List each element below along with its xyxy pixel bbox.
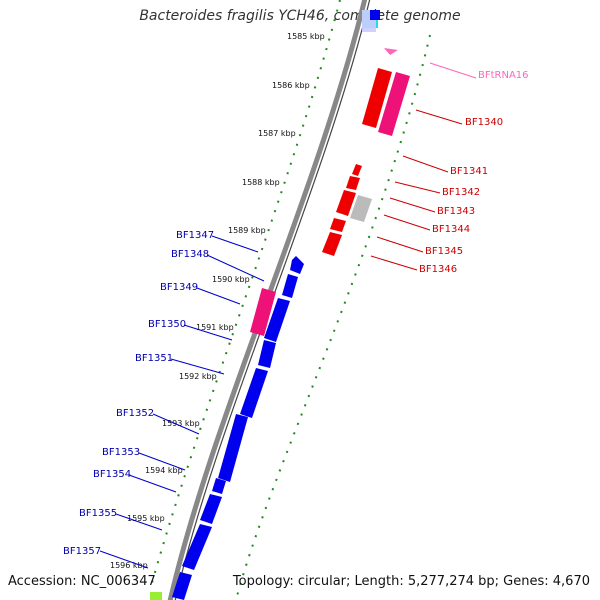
kbp-tick-label: 1595 kbp [127, 514, 165, 523]
gene-label: BF1347 [176, 230, 214, 241]
genome-summary-text: Topology: circular; Length: 5,277,274 bp… [232, 574, 590, 589]
gene-label: BF1355 [79, 508, 117, 519]
inner-dotted-track [149, 0, 341, 591]
gene-label: BF1341 [450, 166, 488, 177]
gene-bf1345 [330, 218, 346, 232]
gene-label: BF1346 [419, 264, 457, 275]
kbp-tick-label: 1592 kbp [179, 372, 217, 381]
gene-bf1350 [258, 340, 276, 368]
kbp-tick-label: 1593 kbp [162, 419, 200, 428]
kbp-tick-label: 1589 kbp [228, 226, 266, 235]
leader-line [183, 324, 233, 341]
gene-bf1340-a [362, 68, 392, 128]
gene-bf1354 [200, 494, 222, 524]
leader-line [128, 474, 177, 493]
gene-label: BF1342 [442, 187, 480, 198]
gene-label: BF1340 [465, 117, 503, 128]
gene-bf1355 [182, 524, 212, 570]
gene-bf1349-pseudo [250, 288, 276, 336]
gene-bf1343 [336, 190, 356, 216]
gene-label: BF1357 [63, 546, 101, 557]
trna-marker [384, 48, 398, 55]
gene-label: BFtRNA16 [478, 70, 529, 81]
leader-line [394, 181, 441, 194]
gene-bf1344-grey [350, 195, 372, 222]
kbp-tick-label: 1586 kbp [272, 81, 310, 90]
gene-bottom-green [150, 592, 162, 600]
leader-line [211, 235, 259, 253]
gene-bf1347 [290, 256, 304, 274]
accession-text: Accession: NC_006347 [8, 574, 156, 589]
leader-line [206, 254, 265, 282]
gene-bf1357 [172, 572, 192, 600]
kbp-tick-label: 1591 kbp [196, 323, 234, 332]
gene-label: BF1354 [93, 469, 131, 480]
gene-top-blue [370, 10, 380, 20]
leader-line [376, 236, 424, 253]
gene-label: BF1352 [116, 408, 154, 419]
gene-bf1349 [264, 298, 290, 342]
kbp-tick-label: 1585 kbp [287, 32, 325, 41]
kbp-tick-label: 1587 kbp [258, 129, 296, 138]
leader-line [389, 197, 436, 213]
outer-dotted-track [235, 34, 431, 600]
genome-title: Bacteroides fragilis YCH46, complete gen… [139, 8, 461, 24]
gene-label: BF1348 [171, 249, 209, 260]
leader-line [402, 155, 449, 173]
leader-line [370, 255, 418, 271]
leader-line [152, 413, 200, 435]
leader-line [429, 62, 477, 79]
leader-line [170, 358, 225, 375]
leader-line [196, 287, 241, 305]
kbp-tick-label: 1588 kbp [242, 178, 280, 187]
gene-bf1346 [322, 232, 342, 256]
gene-bf1340-b [378, 72, 410, 136]
gene-label: BF1349 [160, 282, 198, 293]
kbp-tick-label: 1594 kbp [145, 466, 183, 475]
gene-bf1348 [282, 274, 298, 298]
gene-bf1352 [218, 414, 248, 482]
gene-bf1351 [240, 368, 268, 418]
leader-line [415, 109, 463, 125]
leader-line [99, 550, 149, 569]
kbp-tick-label: 1596 kbp [110, 561, 148, 570]
leader-line [115, 513, 163, 531]
gene-label: BF1350 [148, 319, 186, 330]
leader-line [383, 214, 431, 231]
gene-bf1342 [346, 176, 360, 190]
gene-label: BF1343 [437, 206, 475, 217]
leader-line [138, 452, 186, 471]
kbp-tick-label: 1590 kbp [212, 275, 250, 284]
gene-label: BF1345 [425, 246, 463, 257]
gene-bf1353 [212, 478, 226, 494]
gene-label: BF1344 [432, 224, 470, 235]
gene-bf1341 [352, 164, 362, 176]
gene-label: BF1353 [102, 447, 140, 458]
gene-label: BF1351 [135, 353, 173, 364]
